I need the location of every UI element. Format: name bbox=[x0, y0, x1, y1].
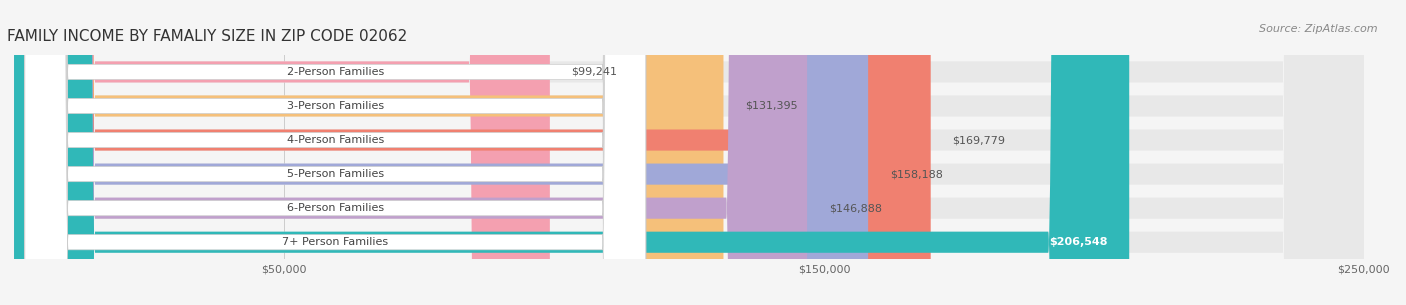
FancyBboxPatch shape bbox=[14, 0, 1364, 305]
Text: $99,241: $99,241 bbox=[571, 67, 617, 77]
FancyBboxPatch shape bbox=[14, 0, 1129, 305]
FancyBboxPatch shape bbox=[14, 0, 550, 305]
FancyBboxPatch shape bbox=[14, 0, 1364, 305]
Text: 5-Person Families: 5-Person Families bbox=[287, 169, 384, 179]
Text: FAMILY INCOME BY FAMALIY SIZE IN ZIP CODE 02062: FAMILY INCOME BY FAMALIY SIZE IN ZIP COD… bbox=[7, 29, 408, 44]
Text: $206,548: $206,548 bbox=[1049, 237, 1108, 247]
FancyBboxPatch shape bbox=[14, 0, 1364, 305]
Text: 4-Person Families: 4-Person Families bbox=[287, 135, 384, 145]
Text: 6-Person Families: 6-Person Families bbox=[287, 203, 384, 213]
FancyBboxPatch shape bbox=[14, 0, 807, 305]
Text: $146,888: $146,888 bbox=[828, 203, 882, 213]
FancyBboxPatch shape bbox=[14, 0, 868, 305]
FancyBboxPatch shape bbox=[25, 0, 645, 305]
FancyBboxPatch shape bbox=[25, 0, 645, 305]
FancyBboxPatch shape bbox=[14, 0, 931, 305]
FancyBboxPatch shape bbox=[14, 0, 1364, 305]
FancyBboxPatch shape bbox=[25, 0, 645, 305]
Text: Source: ZipAtlas.com: Source: ZipAtlas.com bbox=[1260, 24, 1378, 34]
Text: 7+ Person Families: 7+ Person Families bbox=[283, 237, 388, 247]
FancyBboxPatch shape bbox=[25, 0, 645, 305]
FancyBboxPatch shape bbox=[25, 0, 645, 305]
FancyBboxPatch shape bbox=[25, 0, 645, 305]
FancyBboxPatch shape bbox=[14, 0, 1364, 305]
FancyBboxPatch shape bbox=[14, 0, 724, 305]
Text: $169,779: $169,779 bbox=[952, 135, 1005, 145]
Text: $158,188: $158,188 bbox=[890, 169, 942, 179]
Text: 3-Person Families: 3-Person Families bbox=[287, 101, 384, 111]
Text: 2-Person Families: 2-Person Families bbox=[287, 67, 384, 77]
FancyBboxPatch shape bbox=[14, 0, 1364, 305]
Text: $131,395: $131,395 bbox=[745, 101, 797, 111]
